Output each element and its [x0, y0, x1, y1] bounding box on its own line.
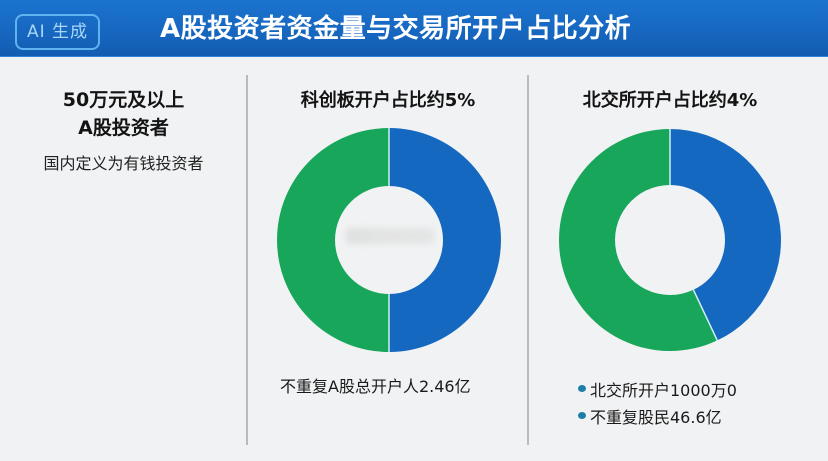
legend-item: 北交所开户1000万0 [578, 375, 737, 402]
header-banner: AI 生成 A股投资者资金量与交易所开户占比分析 [0, 0, 828, 57]
chart1-title: 科创板开户占比约5% [300, 90, 476, 111]
donut-segment [389, 128, 501, 352]
investor-definition-panel: 50万元及以上 A股投资者 国内定义为有钱投资者 [0, 86, 247, 176]
bullet-dot-icon [578, 385, 586, 392]
donut-segment [559, 129, 718, 351]
donut-segment [277, 128, 389, 352]
chart2-title: 北交所开户占比约4% [582, 90, 758, 111]
definition-subtitle: 国内定义为有钱投资者 [43, 154, 204, 173]
star-market-donut [277, 128, 501, 352]
headline-line-2: A股投资者 [78, 117, 169, 139]
chart2-legend: 北交所开户1000万0 不重复股民46.6亿 [578, 375, 737, 429]
column-divider [246, 75, 248, 445]
page-title: A股投资者资金量与交易所开户占比分析 [160, 14, 632, 44]
bullet-dot-icon [578, 412, 586, 419]
bse-donut [559, 129, 781, 351]
blurred-watermark [346, 228, 434, 244]
segment-separator [692, 289, 718, 341]
legend-item: 不重复股民46.6亿 [578, 402, 737, 429]
legend-label: 不重复股民46.6亿 [590, 407, 722, 427]
ai-generated-badge: AI 生成 [15, 14, 100, 50]
legend-label: 北交所开户1000万0 [590, 380, 737, 400]
donut-segment [670, 129, 781, 341]
column-divider [527, 75, 529, 445]
chart1-caption: 不重复A股总开户人2.46亿 [280, 377, 471, 396]
headline-line-1: 50万元及以上 [62, 89, 185, 111]
